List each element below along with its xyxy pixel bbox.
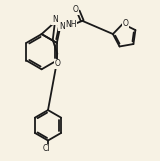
Text: N: N — [59, 22, 65, 31]
Text: N: N — [52, 15, 58, 24]
Text: O: O — [72, 5, 78, 14]
Text: O: O — [122, 19, 128, 28]
Text: NH: NH — [65, 20, 76, 29]
Text: Cl: Cl — [43, 144, 50, 153]
Text: O: O — [54, 59, 60, 68]
